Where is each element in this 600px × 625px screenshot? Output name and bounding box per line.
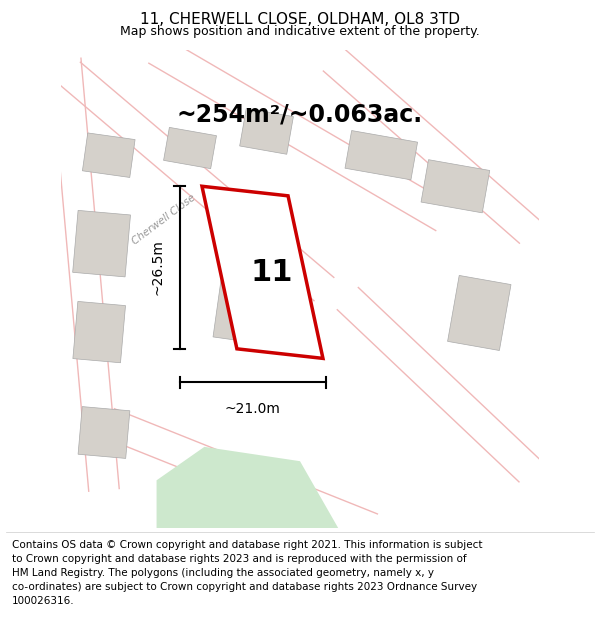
Polygon shape (323, 48, 539, 243)
Text: 11, CHERWELL CLOSE, OLDHAM, OL8 3TD: 11, CHERWELL CLOSE, OLDHAM, OL8 3TD (140, 12, 460, 28)
Polygon shape (421, 159, 490, 213)
Text: ~254m²/~0.063ac.: ~254m²/~0.063ac. (177, 102, 423, 126)
Text: ~26.5m: ~26.5m (151, 239, 165, 296)
Polygon shape (78, 407, 130, 458)
Text: ~21.0m: ~21.0m (225, 402, 281, 416)
Text: 11: 11 (251, 258, 293, 287)
Polygon shape (157, 447, 338, 528)
Polygon shape (202, 186, 323, 358)
Polygon shape (103, 409, 377, 542)
Text: Cherwell Close: Cherwell Close (130, 192, 197, 247)
Text: Contains OS data © Crown copyright and database right 2021. This information is : Contains OS data © Crown copyright and d… (12, 540, 482, 606)
Polygon shape (50, 58, 119, 491)
Polygon shape (149, 37, 451, 231)
Polygon shape (213, 252, 287, 346)
Polygon shape (337, 288, 540, 482)
Text: Map shows position and indicative extent of the property.: Map shows position and indicative extent… (120, 24, 480, 38)
Polygon shape (82, 133, 135, 178)
Polygon shape (61, 62, 334, 301)
Polygon shape (239, 108, 293, 154)
Polygon shape (345, 131, 418, 180)
Polygon shape (73, 211, 130, 277)
Polygon shape (448, 276, 511, 351)
Polygon shape (164, 127, 217, 169)
Polygon shape (73, 301, 125, 362)
